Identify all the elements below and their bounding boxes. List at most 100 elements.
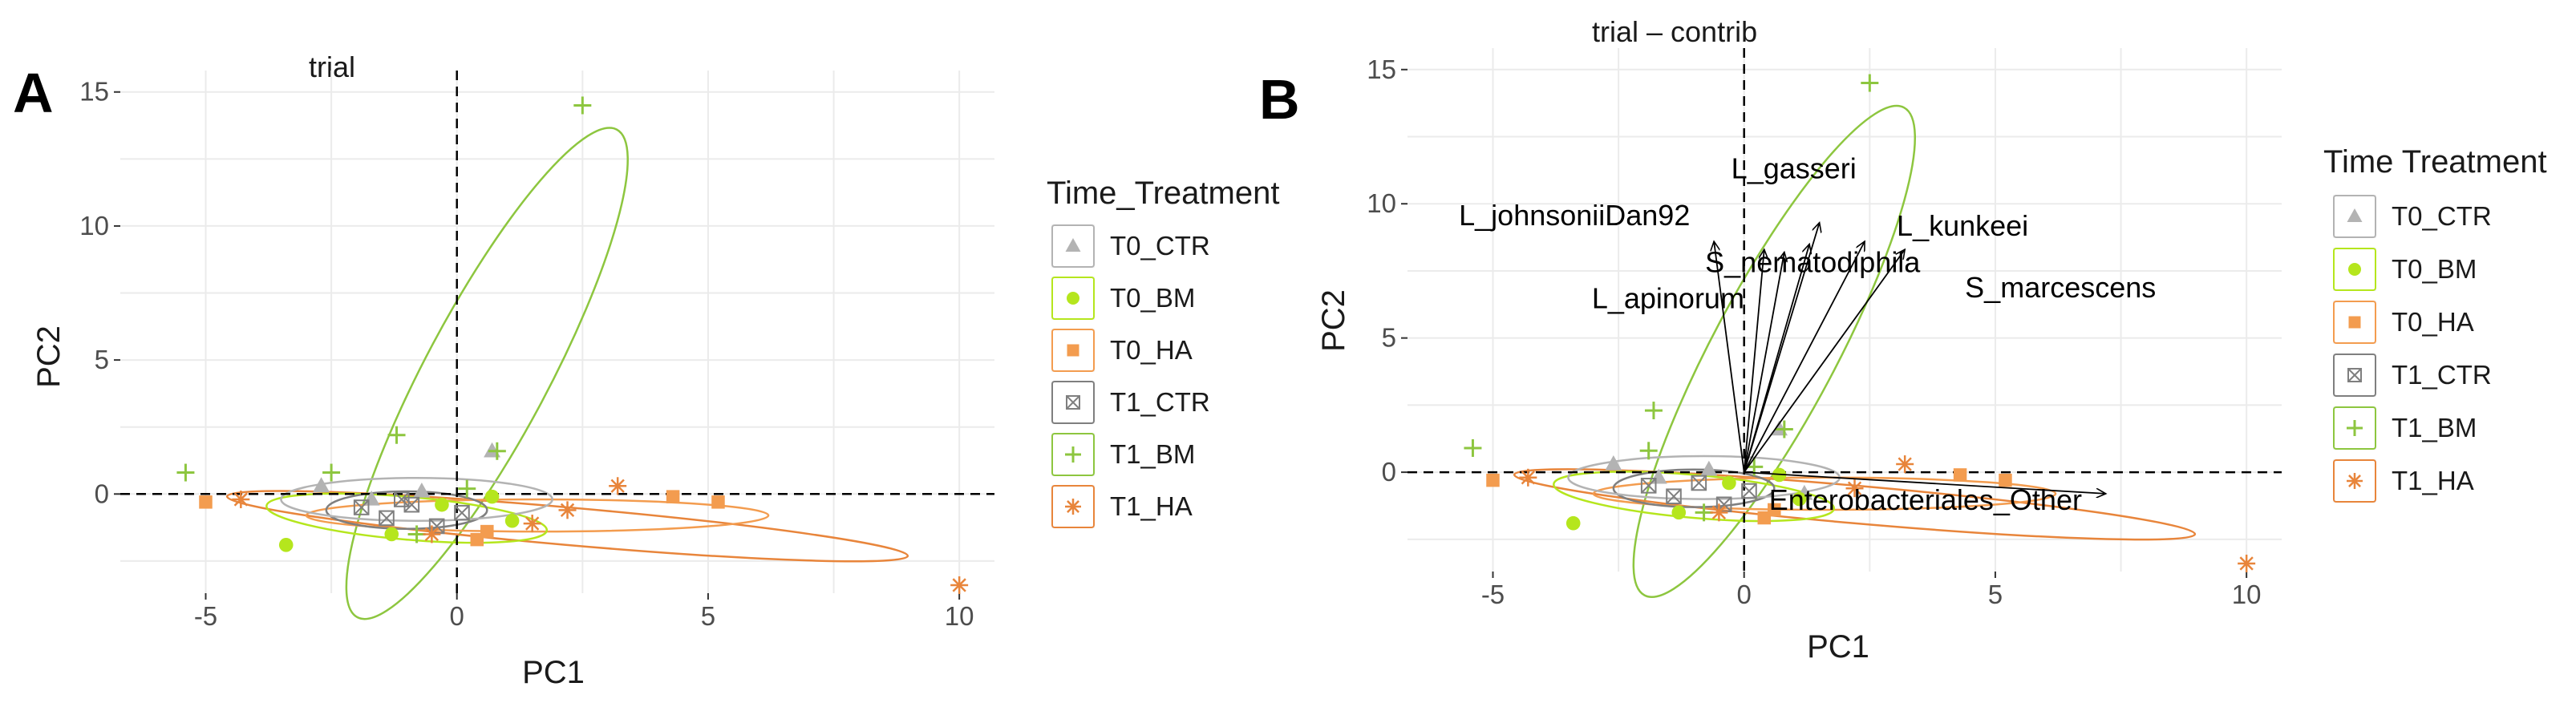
point-T1_CTR (379, 510, 395, 527)
point-T1_BM (573, 96, 592, 115)
point-T0_BM-shape (435, 497, 449, 512)
point-T0_BM (504, 513, 520, 528)
point-T0_HA-shape (1999, 473, 2012, 487)
legend-key-outline (1051, 433, 1095, 476)
point-T0_BM (484, 489, 500, 504)
panel-b: B trial – contrib -5 0 5 10 0 5 10 15 L_johnsoni… (1259, 15, 2547, 665)
point-T1_CTR-box (1691, 475, 1707, 491)
legend-label: T0_CTR (2392, 201, 2492, 231)
point-T0_CTR (313, 477, 330, 492)
legend-item-T0_BM: T0_BM (1051, 277, 1195, 320)
loading-arrow (1743, 244, 1809, 473)
ellipse-T0_CTR (280, 476, 553, 522)
legend-a-title: Time_Treatment (1047, 176, 1279, 211)
legend-marker-T0_HA-shape (2348, 316, 2361, 329)
loading-arrow (1744, 471, 2106, 494)
legend-key-outline (1051, 329, 1095, 372)
point-T0_BM-shape (384, 527, 399, 542)
point-T0_CTR (1700, 460, 1718, 476)
point-T1_CTR-x2 (454, 505, 470, 521)
point-T0_CTR-shape (1700, 460, 1718, 476)
point-T1_CTR-x2 (1741, 483, 1757, 499)
loading-arrow (1743, 252, 1784, 473)
point-T1_CTR-box (379, 510, 395, 527)
point-T0_BM (278, 538, 294, 552)
tick-labels: -5 0 5 10 0 5 10 15 (1367, 55, 2261, 609)
legend-item-T0_HA: T0_HA (1051, 329, 1193, 372)
points (1464, 74, 2256, 572)
loading-arrow (1714, 241, 1745, 473)
point-T1_HA (1896, 455, 1914, 474)
point-T1_CTR-box (394, 491, 410, 507)
point-T1_CTR-x2 (379, 510, 395, 526)
legend-marker-T0_HA (2348, 316, 2361, 329)
x-tick-label: 0 (450, 601, 464, 631)
point-T1_CTR (454, 504, 470, 521)
point-T1_CTR (1741, 483, 1757, 499)
legend-label: T1_CTR (2392, 360, 2492, 390)
point-T1_HA-ray (424, 527, 439, 542)
point-T1_CTR-x2 (1666, 488, 1682, 504)
point-T0_HA (1757, 511, 1772, 525)
x-tick-label: 5 (701, 601, 715, 631)
point-T1_HA-ray (1898, 457, 1912, 471)
point-T0_BM (1792, 491, 1807, 507)
legend-item-T1_CTR: T1_CTR (1051, 381, 1210, 424)
point-T1_BM (1861, 74, 1879, 92)
legend-marker-T1_HA-ray (1067, 500, 1079, 513)
legend-marker-T1_BM (1065, 446, 1081, 463)
legend-marker-T1_HA (2347, 473, 2363, 489)
point-T1_BM (1775, 420, 1793, 438)
point-T1_CTR (1640, 478, 1657, 494)
panel-a-xlabel: PC1 (522, 655, 585, 690)
point-T1_BM (407, 525, 426, 543)
point-T0_HA (711, 495, 725, 509)
point-T1_BM (387, 426, 406, 444)
legend-item-T1_BM: T1_BM (2333, 406, 2477, 450)
y-tick-label: 15 (79, 77, 109, 107)
point-T0_HA-shape (1486, 473, 1500, 487)
point-T1_HA-ray (1521, 471, 1536, 485)
panel-b-xlabel: PC1 (1807, 629, 1869, 665)
point-T1_CTR-box (1666, 488, 1682, 505)
point-T0_HA-shape (199, 495, 213, 509)
point-T0_BM (384, 527, 399, 542)
point-T0_HA (1999, 473, 2012, 487)
point-T1_BM (458, 479, 476, 498)
legend-label: T0_BM (2392, 254, 2477, 284)
point-T1_HA (523, 515, 541, 533)
x-tick-label: 5 (1988, 580, 2003, 609)
legend-marker-T1_CTR-box (2347, 368, 2362, 382)
point-T0_CTR-shape (1605, 455, 1622, 471)
legend-b-title: Time Treatment (2323, 144, 2547, 180)
point-T1_HA (423, 525, 441, 543)
point-T0_HA (666, 490, 680, 503)
legend-marker-T0_CTR-shape (2347, 208, 2363, 222)
y-tick-label: 10 (1367, 188, 1396, 218)
point-T1_HA (950, 576, 969, 594)
point-T1_HA-ray (1847, 481, 1862, 495)
legend-key-outline (1051, 381, 1095, 424)
loading-arrow (1743, 249, 1905, 473)
loading-label: L_johnsoniiDan92 (1459, 199, 1690, 232)
legend-marker-T0_CTR-shape (1065, 238, 1081, 252)
point-T0_HA (1486, 473, 1500, 487)
point-T1_CTR-box (454, 504, 470, 521)
legend-item-T1_HA: T1_HA (1051, 485, 1193, 528)
point-T1_CTR (394, 491, 410, 507)
legend-item-T0_HA: T0_HA (2333, 301, 2474, 344)
point-T0_HA-shape (711, 495, 725, 509)
point-T1_HA-ray (610, 479, 625, 493)
point-T0_HA-shape (1768, 503, 1781, 517)
legend-marker-T1_CTR (1066, 395, 1080, 410)
legend-b: Time Treatment T0_CTR T0_BM T0_HA T1_CTR T1_… (2323, 144, 2547, 503)
legend-label: T0_CTR (1110, 231, 1210, 261)
point-T1_BM (1639, 442, 1658, 460)
tick-labels: -5 0 5 10 0 5 10 15 (79, 77, 974, 631)
legend-marker-T1_BM (2347, 420, 2363, 436)
x-tick-label: 10 (945, 601, 974, 631)
legend-label: T1_BM (2392, 413, 2477, 442)
legend-key-outline (2333, 406, 2376, 450)
point-T1_CTR-box (353, 499, 370, 515)
